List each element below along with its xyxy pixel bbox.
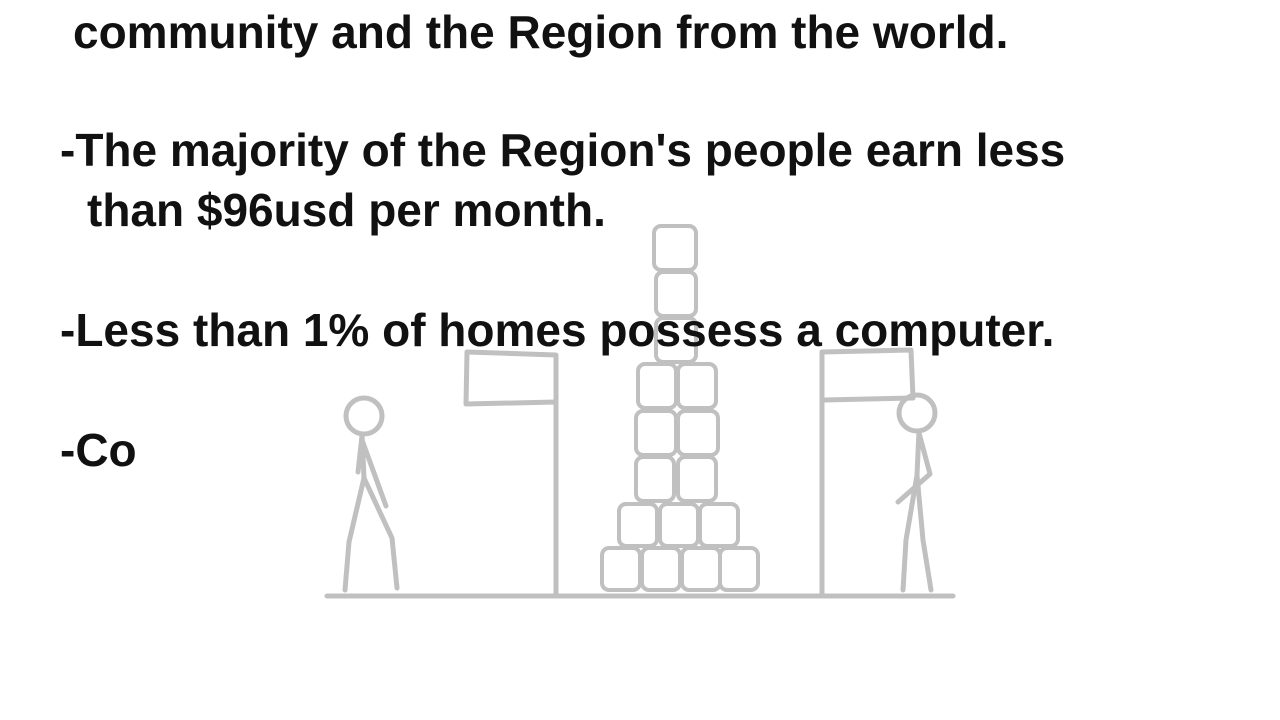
slide-text-line-1: community and the Region from the world. [73,6,1009,58]
right-stick-figure-icon [895,392,938,593]
slide-text-line-3: than $96usd per month. [87,184,606,236]
slide-text-line-2: -The majority of the Region's people ear… [60,124,1066,176]
left-stick-figure-icon [342,395,400,593]
slide-text-line-5: -Co [60,424,137,476]
right-flag-icon [819,347,916,599]
slide-text-line-4: -Less than 1% of homes possess a compute… [60,304,1055,356]
left-flag-icon [463,349,559,599]
stacked-blocks-icon [600,224,760,592]
